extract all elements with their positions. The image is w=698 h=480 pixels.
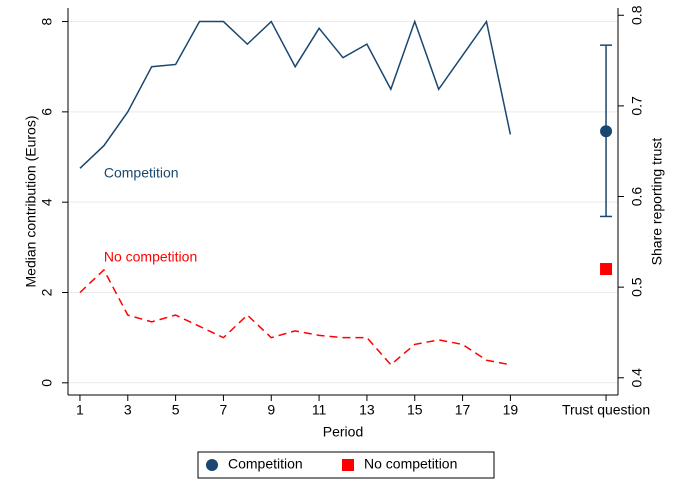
x-tick-label: 3 <box>124 402 132 418</box>
x-tick-label: 7 <box>220 402 228 418</box>
trust-point <box>600 263 613 276</box>
y-tick-label: 0 <box>39 379 55 387</box>
y-tick-label: 4 <box>39 198 55 206</box>
series-label: No competition <box>104 249 197 265</box>
trust-point <box>600 125 613 138</box>
x-tick-label: Trust question <box>562 402 650 418</box>
y-tick-label: 8 <box>39 17 55 25</box>
x-tick-label: 11 <box>312 402 327 418</box>
y2-tick-label: 0.7 <box>629 96 645 116</box>
y-tick-label: 6 <box>39 108 55 116</box>
x-axis-label: Period <box>323 424 363 440</box>
series-line <box>79 19 512 169</box>
y2-axis-label: Share reporting trust <box>649 138 665 266</box>
y2-tick-label: 0.8 <box>629 5 645 25</box>
x-tick-label: 17 <box>455 402 471 418</box>
x-tick-label: 5 <box>172 402 180 418</box>
y2-tick-label: 0.6 <box>629 187 645 207</box>
legend-marker <box>342 459 354 471</box>
y2-tick-label: 0.5 <box>629 277 645 297</box>
y-axis-label: Median contribution (Euros) <box>23 116 39 288</box>
x-tick-label: 19 <box>503 402 519 418</box>
legend-label: No competition <box>364 456 457 472</box>
series-label: Competition <box>104 164 179 180</box>
y-tick-label: 2 <box>39 288 55 296</box>
y2-tick-label: 0.4 <box>629 368 645 388</box>
x-tick-label: 13 <box>359 402 375 418</box>
legend-marker <box>206 459 218 471</box>
series-line <box>79 268 511 366</box>
x-tick-label: 9 <box>267 402 275 418</box>
legend-label: Competition <box>228 456 303 472</box>
x-tick-label: 1 <box>76 402 84 418</box>
x-tick-label: 15 <box>407 402 423 418</box>
